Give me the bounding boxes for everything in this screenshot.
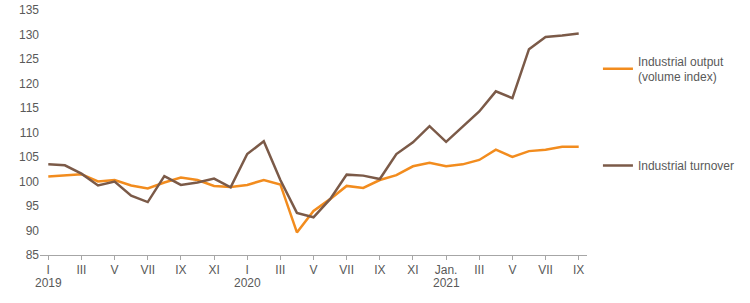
svg-text:135: 135 bbox=[19, 3, 39, 17]
svg-text:Jan.: Jan. bbox=[435, 263, 458, 277]
svg-text:VII: VII bbox=[339, 263, 354, 277]
svg-text:120: 120 bbox=[19, 77, 39, 91]
svg-text:VII: VII bbox=[538, 263, 553, 277]
svg-text:85: 85 bbox=[26, 248, 40, 262]
svg-text:V: V bbox=[309, 263, 317, 277]
svg-text:III: III bbox=[474, 263, 484, 277]
svg-text:III: III bbox=[76, 263, 86, 277]
svg-text:130: 130 bbox=[19, 28, 39, 42]
svg-text:IX: IX bbox=[175, 263, 186, 277]
svg-text:90: 90 bbox=[26, 224, 40, 238]
svg-text:125: 125 bbox=[19, 52, 39, 66]
svg-text:I: I bbox=[246, 263, 249, 277]
svg-text:XI: XI bbox=[407, 263, 418, 277]
svg-text:95: 95 bbox=[26, 199, 40, 213]
svg-text:XI: XI bbox=[208, 263, 219, 277]
svg-text:I: I bbox=[47, 263, 50, 277]
svg-text:III: III bbox=[275, 263, 285, 277]
svg-text:V: V bbox=[111, 263, 119, 277]
svg-text:105: 105 bbox=[19, 150, 39, 164]
svg-text:Industrial output(volume index: Industrial output(volume index) bbox=[638, 55, 724, 85]
svg-text:V: V bbox=[508, 263, 516, 277]
svg-text:2020: 2020 bbox=[234, 276, 261, 290]
svg-text:IX: IX bbox=[573, 263, 584, 277]
svg-text:110: 110 bbox=[20, 126, 39, 140]
svg-text:VII: VII bbox=[140, 263, 155, 277]
svg-text:2019: 2019 bbox=[35, 276, 62, 290]
svg-text:115: 115 bbox=[20, 101, 39, 115]
svg-text:2021: 2021 bbox=[433, 276, 460, 290]
svg-text:Industrial turnover: Industrial turnover bbox=[638, 159, 734, 173]
svg-text:100: 100 bbox=[19, 175, 39, 189]
svg-text:IX: IX bbox=[374, 263, 385, 277]
